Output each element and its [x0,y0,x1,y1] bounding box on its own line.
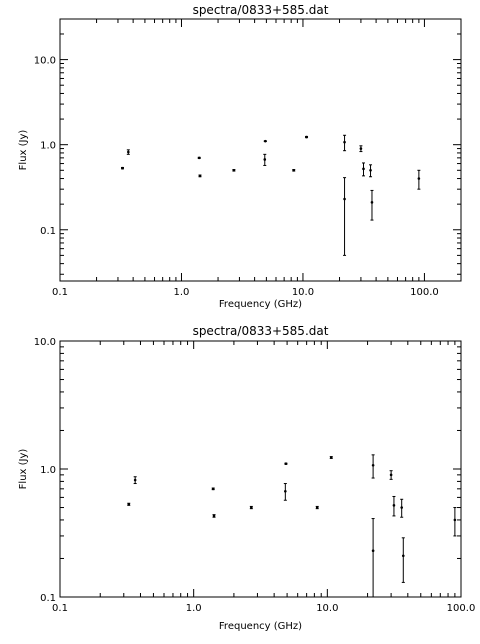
data-point [121,166,124,170]
x-axis-label: Frequency (GHz) [219,299,302,310]
x-tick-label: 10.0 [316,603,338,614]
data-point [371,549,375,552]
data-point [315,506,319,509]
x-axis-label: Frequency (GHz) [219,621,302,632]
data-point [362,167,365,171]
data-point [400,506,403,509]
data-point [453,518,457,522]
data-point [264,139,267,143]
data-point [389,473,393,477]
y-tick-label: 1.0 [40,465,56,476]
data-point [417,177,421,180]
y-tick-label: 0.1 [40,226,56,237]
y-tick-label: 1.0 [40,141,56,152]
plot-frame [59,18,462,282]
data-point [250,506,253,509]
data-point [127,502,131,506]
data-points [121,134,421,256]
x-tick-label: 0.1 [52,287,68,298]
data-point [232,168,236,172]
y-tick-label: 10.0 [34,56,56,67]
data-point [369,168,372,172]
data-point [197,156,201,160]
data-point [329,456,333,459]
data-point [371,463,375,467]
data-points [127,454,457,597]
x-tick-label: 10.0 [292,287,314,298]
x-tick-label: 0.1 [52,603,68,614]
data-point [127,150,130,154]
x-tick-label: 1.0 [186,603,202,614]
data-point [212,514,216,518]
data-point [343,197,346,201]
data-point [401,554,405,558]
y-tick-label: 0.1 [40,593,56,604]
spectrum-panel-bottom: spectra/0833+585.dat Frequency (GHz) Flu… [18,324,476,632]
y-tick-label: 10.0 [34,337,56,348]
data-point [392,504,396,507]
data-point [343,140,346,144]
data-point [263,158,267,161]
data-point [284,489,287,493]
plot-title: spectra/0833+585.dat [193,3,329,17]
data-point [305,135,308,139]
data-point [292,168,296,172]
spectrum-panel-top: spectra/0833+585.dat Frequency (GHz) Flu… [18,3,462,310]
data-point [370,201,374,204]
x-tick-label: 100.0 [447,603,476,614]
data-point [133,478,137,482]
y-axis-label: Flux (Jy) [18,449,29,490]
data-point [198,174,202,178]
data-point [284,462,288,466]
x-tick-label: 1.0 [174,287,190,298]
data-point [211,487,215,491]
y-axis-label: Flux (Jy) [18,130,29,171]
data-point [359,147,363,150]
plot-frame [59,340,462,598]
plot-title: spectra/0833+585.dat [193,324,329,338]
x-tick-label: 100.0 [410,287,439,298]
